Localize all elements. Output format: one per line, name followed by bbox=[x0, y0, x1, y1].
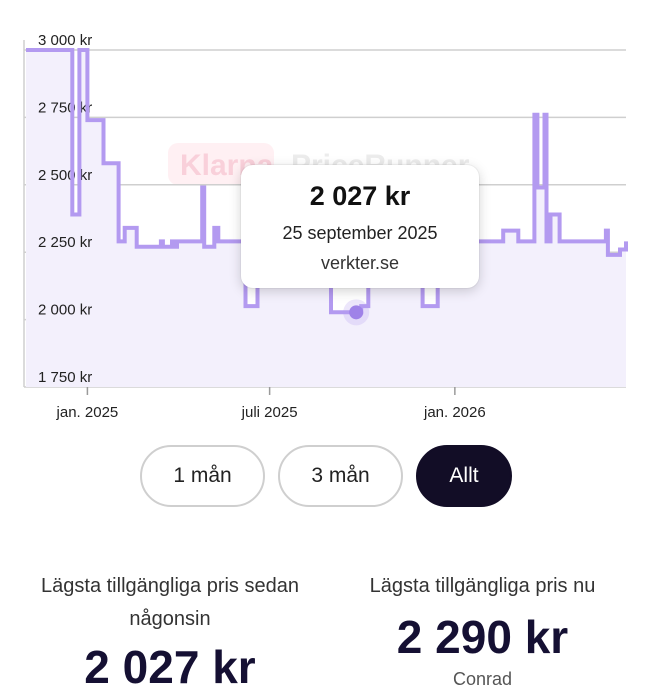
x-tick-label: juli 2025 bbox=[241, 404, 298, 421]
x-tick-label: jan. 2026 bbox=[423, 404, 486, 421]
lowest-ever-label: Lägsta tillgängliga pris sedan någonsin bbox=[41, 575, 299, 630]
range-button-all[interactable]: Allt bbox=[416, 445, 512, 507]
chart-highlight bbox=[343, 299, 370, 326]
tooltip-price: 2 027 kr bbox=[309, 181, 411, 211]
lowest-now-label: Lägsta tillgängliga pris nu bbox=[369, 575, 596, 597]
price-area bbox=[26, 50, 626, 387]
lowest-now-store: Conrad bbox=[452, 669, 513, 689]
x-axis: jan. 2025 juli 2025 jan. 2026 bbox=[23, 40, 486, 421]
chart-area bbox=[26, 50, 626, 387]
price-line bbox=[26, 48, 628, 315]
y-tick-label: 1 750 kr bbox=[38, 369, 92, 386]
y-tick-label: 3 000 kr bbox=[38, 32, 92, 49]
price-tooltip: 2 027 kr 25 september 2025 verkter.se bbox=[241, 165, 479, 288]
range-button-1-month[interactable]: 1 mån bbox=[140, 445, 265, 507]
chart-series bbox=[26, 48, 628, 315]
tooltip-store: verkter.se bbox=[320, 253, 400, 273]
range-button-3-months[interactable]: 3 mån bbox=[278, 445, 403, 507]
y-tick-label: 2 500 kr bbox=[38, 167, 92, 184]
tooltip-date: 25 september 2025 bbox=[282, 223, 438, 243]
y-tick-label: 2 250 kr bbox=[38, 234, 92, 251]
x-tick-label: jan. 2025 bbox=[56, 404, 119, 421]
lowest-ever-price: 2 027 kr bbox=[84, 641, 256, 693]
y-tick-label: 2 750 kr bbox=[38, 99, 92, 116]
y-tick-label: 2 000 kr bbox=[38, 302, 92, 319]
highlight-point bbox=[349, 305, 364, 320]
lowest-now-price: 2 290 kr bbox=[396, 611, 569, 663]
